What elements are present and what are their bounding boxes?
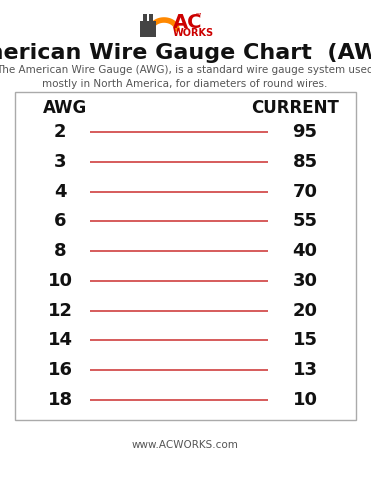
Text: CURRENT: CURRENT bbox=[251, 99, 339, 117]
Text: 10: 10 bbox=[47, 272, 72, 290]
Text: 4: 4 bbox=[54, 182, 66, 201]
Text: 30: 30 bbox=[292, 272, 318, 290]
Bar bbox=[15, 92, 356, 420]
Bar bbox=[149, 14, 153, 21]
Text: AC: AC bbox=[173, 13, 203, 33]
Text: The American Wire Gauge (AWG), is a standard wire gauge system used
mostly in No: The American Wire Gauge (AWG), is a stan… bbox=[0, 65, 371, 89]
Text: 20: 20 bbox=[292, 301, 318, 320]
Text: WORKS: WORKS bbox=[173, 28, 214, 38]
Text: 8: 8 bbox=[54, 242, 66, 260]
Text: 13: 13 bbox=[292, 361, 318, 379]
Text: 70: 70 bbox=[292, 182, 318, 201]
Text: 55: 55 bbox=[292, 212, 318, 230]
Text: 2: 2 bbox=[54, 123, 66, 141]
Text: 15: 15 bbox=[292, 332, 318, 349]
Text: 3: 3 bbox=[54, 153, 66, 171]
Text: 12: 12 bbox=[47, 301, 72, 320]
Text: American Wire Gauge Chart  (AWG): American Wire Gauge Chart (AWG) bbox=[0, 43, 371, 63]
Text: 14: 14 bbox=[47, 332, 72, 349]
Text: 95: 95 bbox=[292, 123, 318, 141]
Text: 10: 10 bbox=[292, 391, 318, 409]
Text: 40: 40 bbox=[292, 242, 318, 260]
Bar bbox=[140, 21, 156, 37]
Text: 18: 18 bbox=[47, 391, 73, 409]
Text: ™: ™ bbox=[195, 12, 203, 21]
Text: www.ACWORKS.com: www.ACWORKS.com bbox=[132, 440, 239, 450]
Bar bbox=[143, 14, 147, 21]
Text: 16: 16 bbox=[47, 361, 72, 379]
Text: AWG: AWG bbox=[43, 99, 87, 117]
Text: 6: 6 bbox=[54, 212, 66, 230]
Text: 85: 85 bbox=[292, 153, 318, 171]
